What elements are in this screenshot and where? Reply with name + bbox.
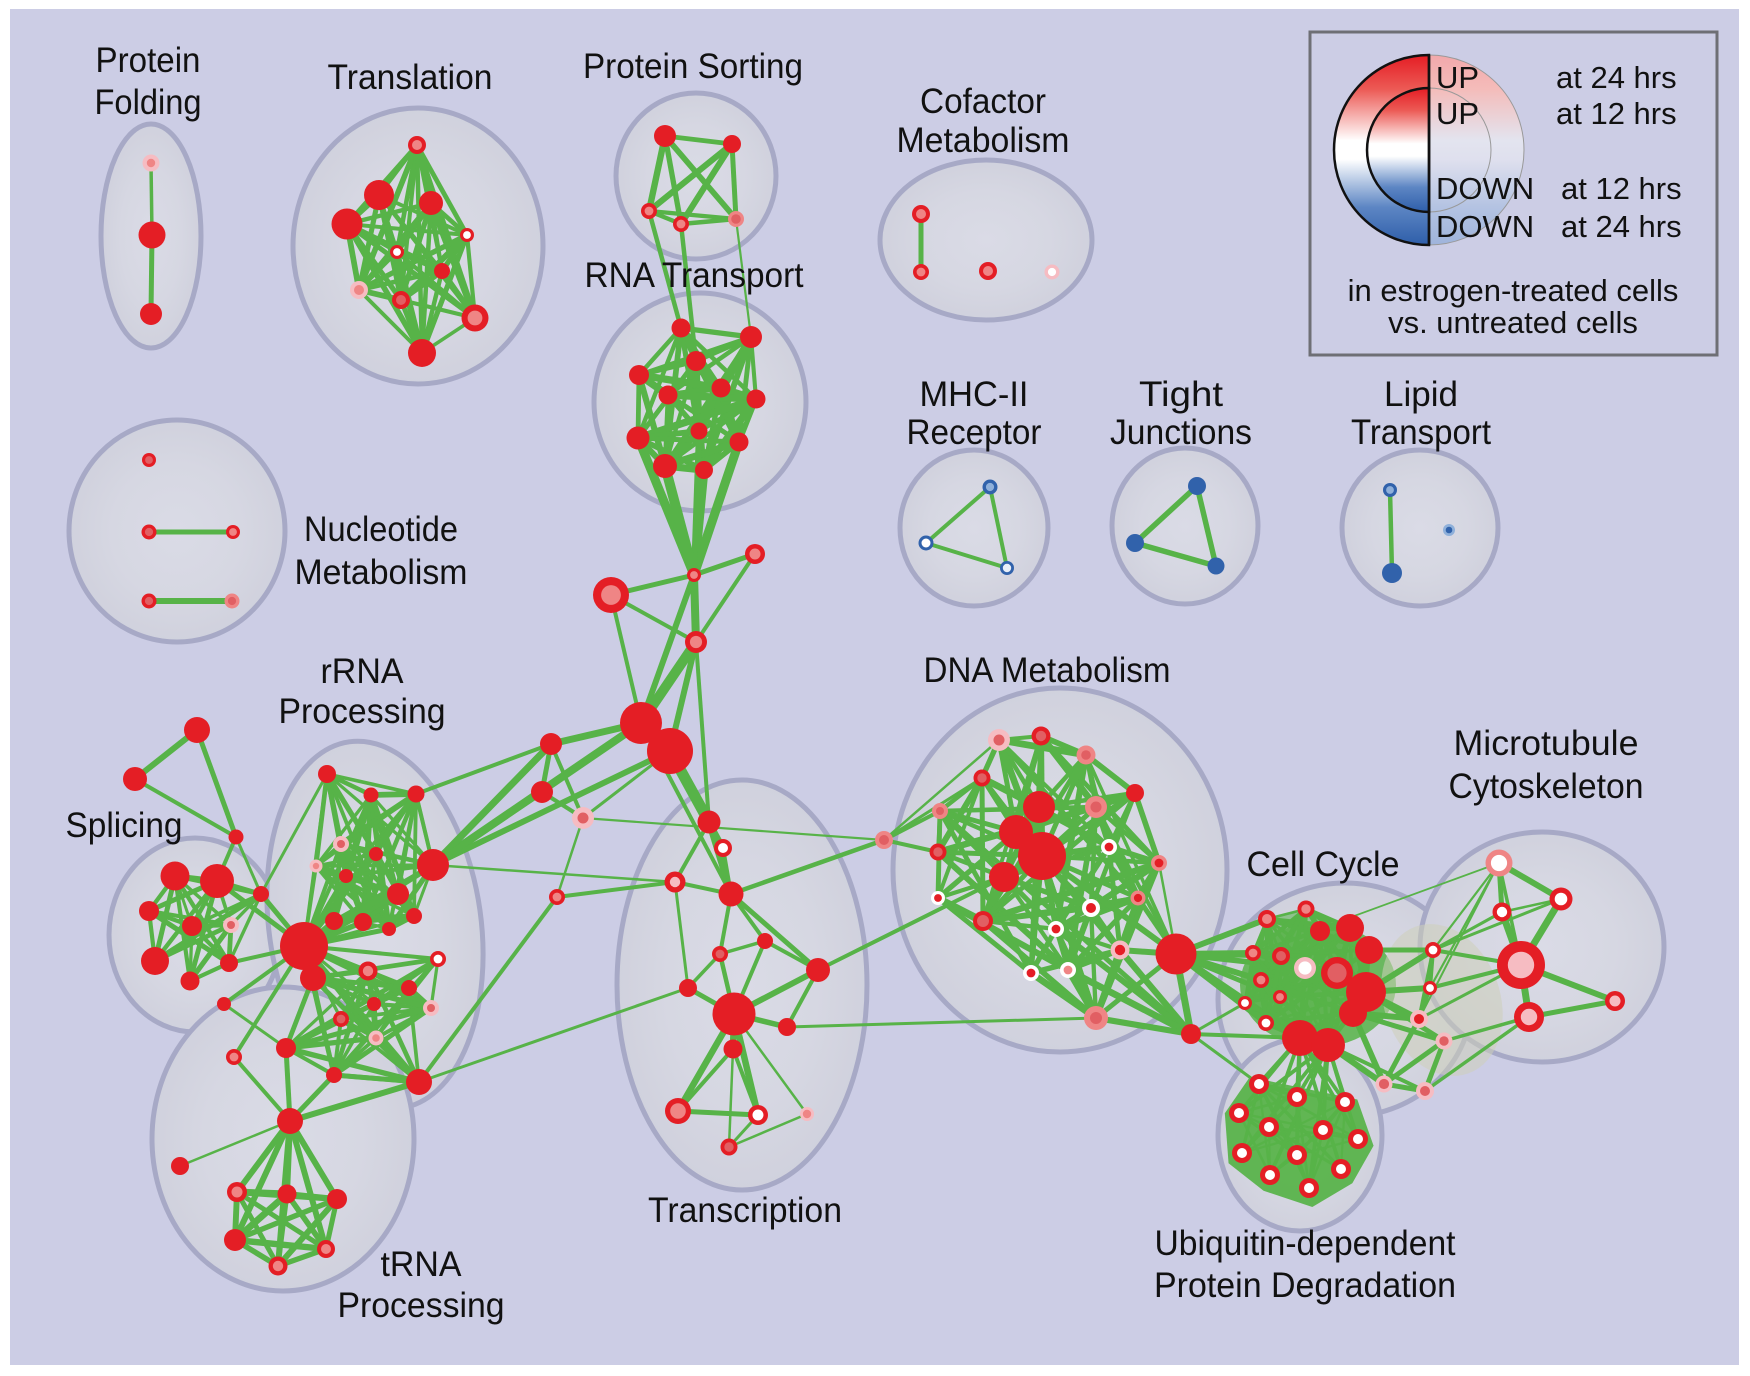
svg-text:vs. untreated cells: vs. untreated cells — [1388, 305, 1638, 340]
svg-text:DNA Metabolism: DNA Metabolism — [924, 651, 1171, 690]
svg-text:in estrogen-treated cells: in estrogen-treated cells — [1348, 273, 1679, 308]
svg-text:Metabolism: Metabolism — [897, 121, 1070, 160]
svg-text:tRNA: tRNA — [381, 1245, 463, 1284]
svg-text:Cytoskeleton: Cytoskeleton — [1449, 767, 1644, 806]
svg-text:Lipid: Lipid — [1384, 375, 1458, 414]
svg-text:at 12 hrs: at 12 hrs — [1561, 171, 1682, 206]
svg-text:Folding: Folding — [95, 83, 202, 122]
svg-text:Nucleotide: Nucleotide — [304, 510, 458, 549]
svg-text:rRNA: rRNA — [321, 652, 405, 691]
svg-text:Microtubule: Microtubule — [1454, 724, 1639, 763]
svg-text:Processing: Processing — [279, 692, 446, 731]
svg-text:Tight: Tight — [1139, 375, 1223, 414]
svg-text:at 24 hrs: at 24 hrs — [1556, 60, 1677, 95]
svg-text:Protein Sorting: Protein Sorting — [583, 47, 803, 86]
svg-text:DOWN: DOWN — [1436, 209, 1534, 244]
svg-text:RNA Transport: RNA Transport — [585, 256, 804, 295]
svg-text:Protein Degradation: Protein Degradation — [1154, 1266, 1456, 1305]
svg-text:Transcription: Transcription — [648, 1191, 842, 1230]
svg-text:Protein: Protein — [96, 41, 201, 80]
svg-text:Cell Cycle: Cell Cycle — [1247, 845, 1400, 884]
svg-text:at 24 hrs: at 24 hrs — [1561, 209, 1682, 244]
svg-text:Processing: Processing — [338, 1286, 505, 1325]
svg-text:Metabolism: Metabolism — [295, 553, 468, 592]
svg-text:Transport: Transport — [1351, 413, 1491, 452]
svg-text:at 12 hrs: at 12 hrs — [1556, 96, 1677, 131]
svg-text:Ubiquitin-dependent: Ubiquitin-dependent — [1155, 1224, 1456, 1263]
svg-text:Splicing: Splicing — [66, 806, 183, 845]
svg-text:Translation: Translation — [328, 58, 493, 97]
svg-text:Cofactor: Cofactor — [920, 82, 1046, 121]
svg-text:Receptor: Receptor — [907, 413, 1042, 452]
svg-text:MHC-II: MHC-II — [920, 375, 1029, 414]
svg-text:UP: UP — [1436, 96, 1479, 131]
svg-text:Junctions: Junctions — [1110, 413, 1252, 452]
svg-text:DOWN: DOWN — [1436, 171, 1534, 206]
svg-text:UP: UP — [1436, 60, 1479, 95]
